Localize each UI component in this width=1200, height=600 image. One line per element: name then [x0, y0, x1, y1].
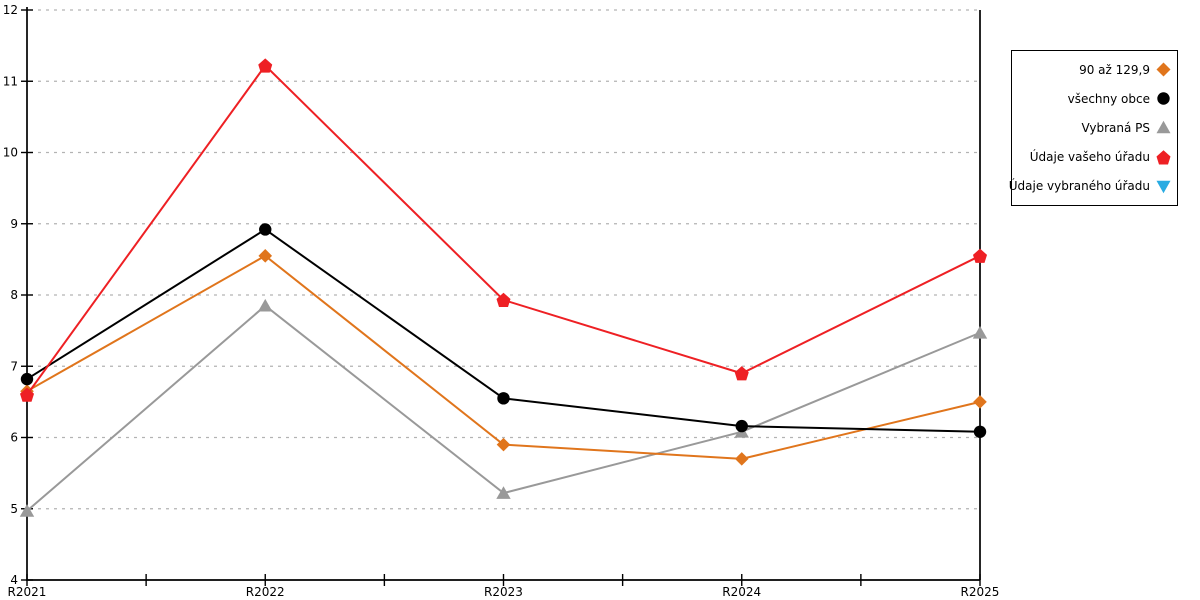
legend-item-udaje-vaseho-uradu[interactable]: Údaje vašeho úřadu	[1016, 149, 1171, 165]
x-tick-label: R2022	[246, 585, 285, 599]
data-point-circle	[259, 223, 272, 236]
data-point-circle	[20, 372, 34, 386]
legend-item-90-az-129-9[interactable]: 90 až 129,9	[1016, 62, 1171, 77]
data-point-diamond	[973, 395, 987, 409]
data-point-triangle-up	[496, 486, 511, 499]
y-tick-label: 7	[10, 359, 18, 373]
circle-icon-shape	[1157, 92, 1170, 105]
y-tick-label: 4	[10, 573, 18, 587]
data-point-pentagon	[973, 248, 987, 263]
data-point-diamond	[496, 437, 511, 452]
x-tick-label: R2023	[484, 585, 523, 599]
data-point-triangle-up	[19, 504, 35, 517]
y-tick-label: 9	[10, 217, 18, 231]
legend: 90 až 129,9 všechny obce Vybraná PS Údaj…	[1009, 50, 1178, 206]
triangle-down-icon-shape	[1156, 180, 1171, 194]
legend-item-vsechny-obce[interactable]: všechny obce	[1016, 91, 1171, 106]
legend-item-udaje-vybraneho-uradu[interactable]: Údaje vybraného úřadu	[1009, 179, 1171, 194]
legend-item-vybrana-ps[interactable]: Vybraná PS	[1016, 120, 1171, 135]
series-line-3	[26, 64, 981, 396]
data-point-circle	[973, 425, 987, 438]
triangle-down-icon	[1156, 180, 1171, 194]
data-point-triangle-up	[972, 325, 988, 339]
data-point-diamond	[734, 452, 749, 466]
legend-item-label: Vybraná PS	[1081, 120, 1150, 135]
circle-icon	[1157, 92, 1170, 105]
data-point-pentagon	[734, 366, 749, 381]
pentagon-icon-shape	[1156, 149, 1171, 165]
y-tick-label: 6	[10, 431, 18, 445]
y-tick-label: 11	[3, 74, 18, 88]
data-point-diamond	[258, 249, 273, 263]
triangle-up-icon-shape	[1156, 121, 1171, 134]
data-point-pentagon	[258, 58, 273, 73]
data-point-circle	[497, 392, 510, 405]
legend-item-label: 90 až 129,9	[1079, 62, 1150, 77]
y-tick-label: 10	[3, 146, 18, 160]
diamond-icon	[1156, 62, 1171, 77]
data-point-pentagon	[496, 292, 511, 307]
y-tick-label: 8	[10, 288, 18, 302]
series-line-2	[26, 304, 981, 512]
data-point-pentagon	[20, 387, 34, 402]
legend-item-label: Údaje vašeho úřadu	[1029, 150, 1150, 165]
legend-item-label: Údaje vybraného úřadu	[1008, 179, 1150, 194]
x-tick-label: R2024	[722, 585, 761, 599]
x-tick-label: R2025	[961, 585, 1000, 599]
data-point-triangle-up	[258, 298, 273, 312]
triangle-up-icon	[1156, 121, 1171, 134]
y-tick-label: 12	[3, 3, 18, 17]
legend-item-label: všechny obce	[1067, 91, 1150, 106]
data-point-circle	[735, 419, 748, 433]
diamond-icon-shape	[1156, 62, 1171, 77]
y-tick-label: 5	[10, 502, 18, 516]
pentagon-icon	[1156, 149, 1171, 165]
x-tick-label: R2021	[8, 585, 47, 599]
